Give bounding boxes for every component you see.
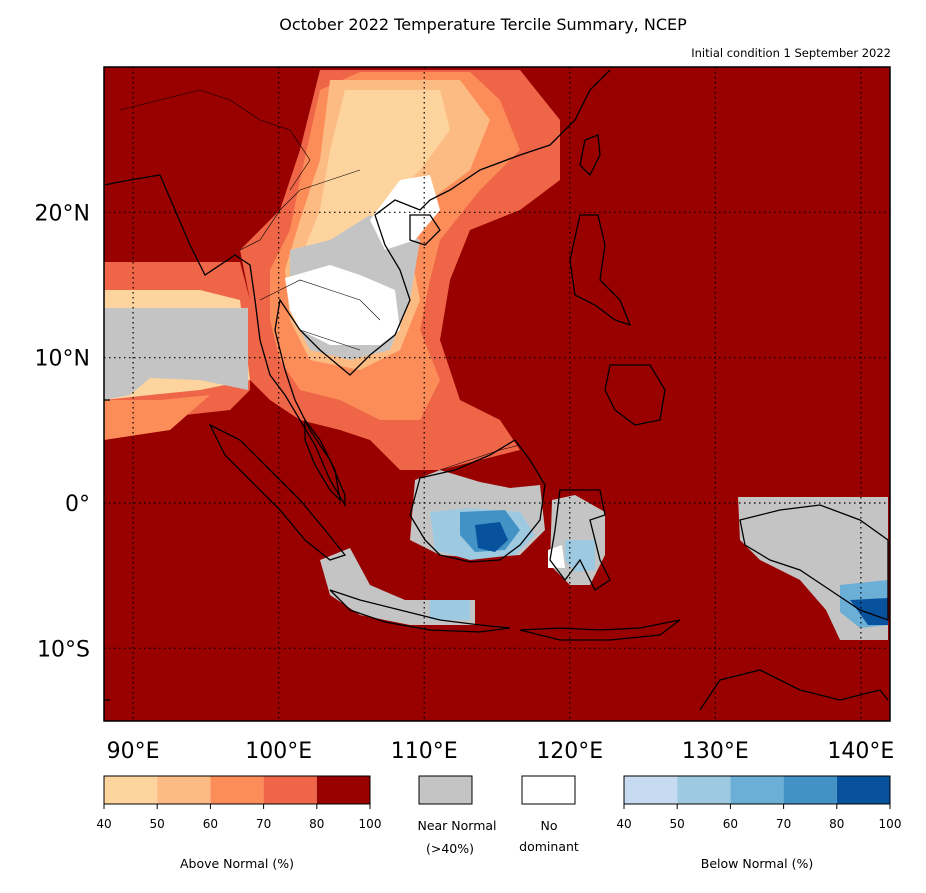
- above-normal-colorbar-frame: [103, 775, 371, 805]
- above-normal-colorbar-tick-label: 70: [256, 817, 271, 831]
- below-normal-colorbar-tick-label: 100: [879, 817, 902, 831]
- below-normal-java: [430, 600, 470, 620]
- lat-tick-label: 0°: [65, 492, 90, 517]
- lat-tick-label: 20°N: [35, 201, 90, 226]
- above-normal-colorbar-swatch-4: [316, 776, 370, 804]
- lon-tick-label: 120°E: [536, 739, 603, 764]
- below-normal-colorbar-label: Below Normal (%): [701, 856, 813, 871]
- lon-tick-label: 140°E: [827, 739, 894, 764]
- chart-subtitle: Initial condition 1 September 2022: [691, 46, 891, 60]
- lon-tick-label: 100°E: [245, 739, 312, 764]
- coastline-lesser-sunda: [519, 619, 681, 641]
- below-normal-new-guinea-max: [850, 598, 888, 625]
- map-frame: [103, 66, 891, 722]
- near-normal-bay-of-bengal: [104, 308, 248, 400]
- coastline-sulawesi: [549, 489, 611, 591]
- below-normal-borneo-max: [475, 522, 508, 552]
- coastlines: [104, 69, 889, 711]
- above-normal-colorbar-swatch-1: [157, 776, 211, 804]
- above-normal-colorbar-label: Above Normal (%): [180, 856, 294, 871]
- lat-tick-label: 10°S: [37, 637, 90, 662]
- below-normal-colorbar-swatch-1: [677, 776, 731, 804]
- chart-title: October 2022 Temperature Tercile Summary…: [279, 15, 687, 34]
- below-normal-colorbar-swatch-3: [783, 776, 837, 804]
- above-normal-colorbar-swatch-0: [104, 776, 158, 804]
- lon-tick-label: 110°E: [391, 739, 458, 764]
- coastline-mainland: [104, 69, 611, 508]
- grid-lines: [104, 67, 890, 721]
- above-normal-colorbar-tick-label: 60: [203, 817, 218, 831]
- coastline-borneo: [409, 439, 546, 563]
- near-normal-swatch: [418, 775, 473, 805]
- lat-tick-label: 10°N: [35, 347, 90, 372]
- below-normal-colorbar-tick-label: 70: [776, 817, 791, 831]
- above-normal-colorbar-tick-label: 80: [309, 817, 324, 831]
- above-normal-colorbar-swatch-3: [263, 776, 317, 804]
- coastline-mindanao: [604, 364, 666, 426]
- below-normal-colorbar-tick-label: 60: [723, 817, 738, 831]
- above-normal-colorbar-swatch-2: [210, 776, 264, 804]
- lon-tick-label: 130°E: [682, 739, 749, 764]
- above-normal-colorbar-tick-label: 40: [96, 817, 111, 831]
- coastline-sumatra: [208, 423, 347, 561]
- below-normal-colorbar-tick-label: 50: [670, 817, 685, 831]
- axis-labels: 90°E 100°E 110°E 120°E 130°E 140°E 20°N 10°N 0° 1…: [35, 201, 895, 764]
- no-dominant-label-2: dominant: [519, 839, 579, 854]
- coastline-hainan: [409, 214, 441, 246]
- coastline-malay: [304, 418, 341, 502]
- coastline-java: [329, 589, 511, 633]
- no-dominant-swatch: [521, 775, 576, 805]
- below-normal-colorbar-swatch-4: [836, 776, 890, 804]
- coastline-luzon: [569, 214, 632, 327]
- near-normal-label: Near Normal: [417, 818, 496, 833]
- coastline-australia: [699, 669, 889, 711]
- lon-tick-label: 90°E: [107, 739, 160, 764]
- below-normal-colorbar-frame: [623, 775, 891, 805]
- below-normal-colorbar-tick-label: 80: [829, 817, 844, 831]
- no-dominant-label: No: [541, 818, 558, 833]
- coastline-taiwan: [579, 134, 601, 177]
- below-normal-colorbar-tick-label: 40: [616, 817, 631, 831]
- no-dominant-thailand: [285, 265, 400, 345]
- legend: 40 50 60 70 80 100 Above Normal (%) 40 50 60 70 80 1…: [96, 775, 902, 871]
- probability-field: [104, 70, 888, 640]
- above-normal-colorbar-tick-label: 50: [150, 817, 165, 831]
- below-normal-colorbar-swatch-0: [624, 776, 678, 804]
- country-borders: [119, 89, 521, 471]
- below-normal-colorbar-swatch-2: [730, 776, 784, 804]
- above-normal-colorbar-tick-label: 100: [359, 817, 382, 831]
- coastline-new-guinea: [739, 504, 889, 621]
- above-70-tail: [104, 395, 210, 440]
- near-normal-label-2: (>40%): [426, 841, 474, 856]
- below-normal-sulawesi: [565, 540, 595, 572]
